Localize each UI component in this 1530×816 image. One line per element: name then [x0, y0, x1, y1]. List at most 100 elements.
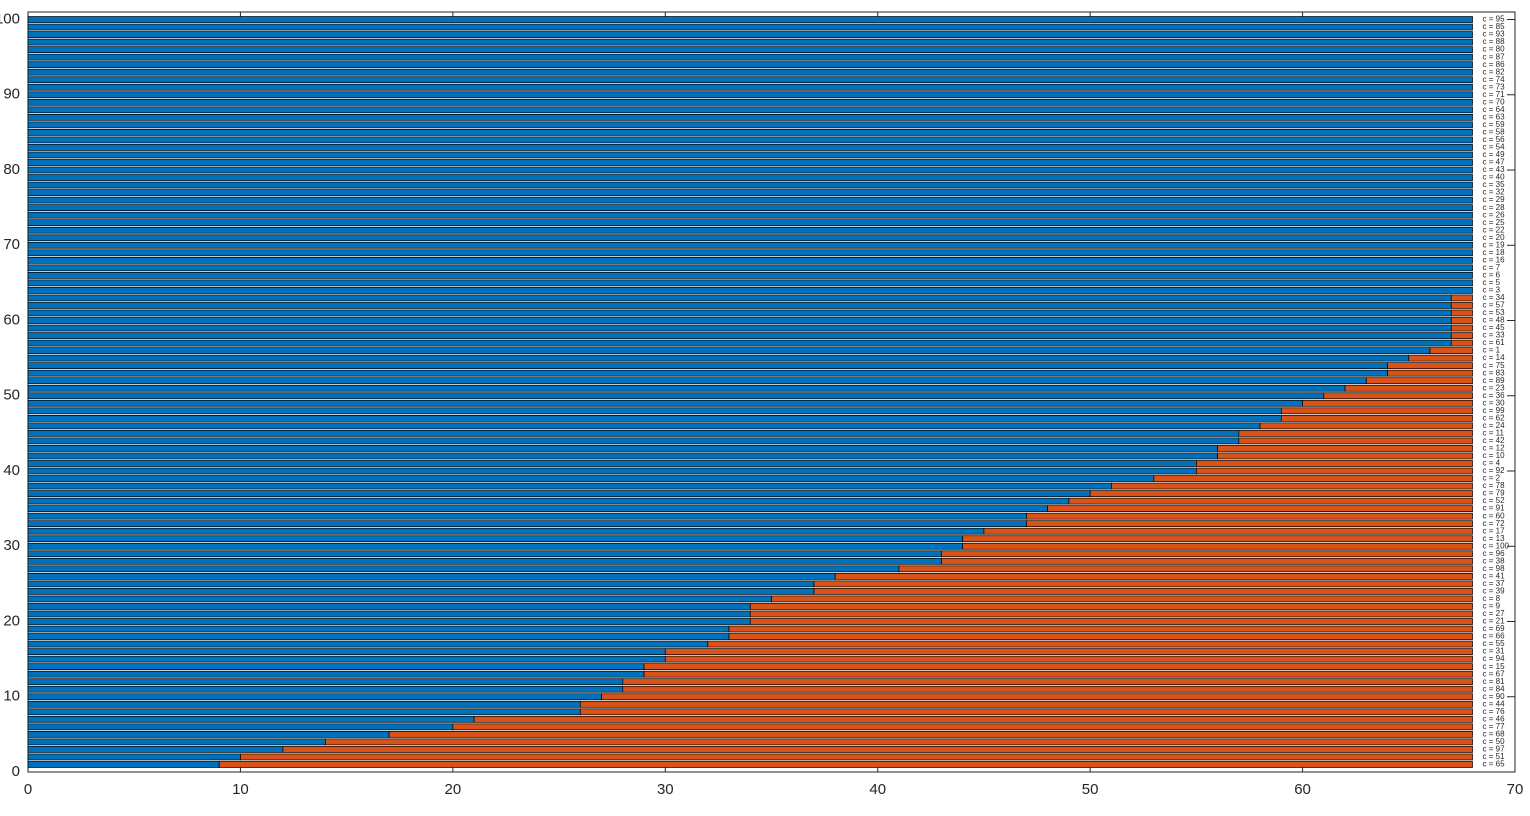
bar-segment: [27, 414, 1282, 422]
bar-segment: [27, 339, 1452, 347]
bar-segment: [579, 700, 1473, 708]
bar-segment: [27, 422, 1261, 430]
bar-segment: [27, 640, 709, 648]
bar-segment: [1323, 392, 1473, 400]
bar-segment: [27, 234, 1473, 242]
bar-label: c = 52: [1483, 496, 1506, 505]
x-tick-label: 50: [1082, 781, 1099, 798]
bar-label: c = 35: [1483, 180, 1506, 189]
bar-segment: [1153, 475, 1473, 482]
bar-segment: [27, 249, 1473, 257]
bar-segment: [27, 98, 1473, 106]
bar-segment: [27, 693, 602, 701]
bar-label: c = 19: [1483, 240, 1506, 249]
bar-segment: [27, 256, 1473, 264]
bar-segment: [27, 708, 581, 716]
bar-segment: [27, 174, 1473, 181]
bar-label: c = 89: [1483, 376, 1506, 385]
bar-label: c = 8: [1483, 594, 1501, 603]
bar-segment: [1026, 512, 1473, 520]
bar-segment: [27, 580, 815, 588]
bar-segment: [1344, 384, 1473, 392]
bar-label: c = 61: [1483, 338, 1506, 347]
bar-label: c = 16: [1483, 255, 1506, 264]
bar-label: c = 94: [1483, 654, 1506, 663]
bar-segment: [27, 588, 815, 595]
bar-label: c = 79: [1483, 489, 1506, 498]
bar-segment: [218, 761, 1473, 768]
bar-label: c = 74: [1483, 75, 1506, 84]
bar-segment: [813, 580, 1473, 588]
bar-segment: [898, 565, 1473, 573]
bar-segment: [27, 16, 1473, 23]
bar-label: c = 88: [1483, 37, 1506, 46]
x-tick-label: 20: [445, 781, 462, 798]
bar-label: c = 73: [1483, 82, 1506, 91]
bar-segment: [749, 618, 1473, 625]
y-tick-label: 40: [3, 462, 20, 479]
x-tick-label: 0: [24, 781, 32, 798]
bar-segment: [27, 610, 751, 618]
bar-label: c = 91: [1483, 504, 1506, 513]
x-tick-label: 30: [657, 781, 674, 798]
bar-segment: [282, 746, 1473, 753]
bar-segment: [27, 753, 241, 761]
y-tick-label: 80: [3, 161, 20, 178]
bar-label: c = 62: [1483, 413, 1506, 422]
bar-label: c = 25: [1483, 218, 1506, 227]
bar-segment: [1450, 302, 1473, 309]
bar-segment: [1302, 399, 1473, 407]
bar-segment: [1280, 407, 1473, 415]
y-tick-label: 50: [3, 387, 20, 404]
bar-segment: [27, 113, 1473, 121]
bar-segment: [27, 377, 1367, 385]
y-tick-label: 100: [0, 10, 20, 27]
bar-segment: [1387, 369, 1473, 377]
bar-label: c = 6: [1483, 270, 1501, 279]
bar-label: c = 11: [1483, 428, 1505, 437]
bar-label: c = 80: [1483, 45, 1506, 54]
bar-label: c = 4: [1483, 459, 1501, 468]
bar-label: c = 72: [1483, 519, 1506, 528]
bar-segment: [27, 272, 1473, 279]
bar-segment: [1450, 332, 1473, 339]
bar-label: c = 90: [1483, 692, 1506, 701]
bar-segment: [27, 452, 1218, 460]
bar-label: c = 53: [1483, 308, 1506, 317]
bar-segment: [27, 287, 1473, 294]
bar-label: c = 65: [1483, 760, 1506, 769]
bar-segment: [1217, 445, 1473, 452]
bar-segment: [27, 430, 1240, 437]
bar-segment: [325, 738, 1473, 746]
bar-segment: [771, 595, 1473, 603]
bar-segment: [749, 603, 1473, 610]
bar-label: c = 46: [1483, 714, 1506, 723]
bar-label: c = 100: [1483, 541, 1510, 550]
bar-segment: [27, 324, 1452, 332]
bar-segment: [1111, 482, 1473, 490]
bar-segment: [27, 490, 1091, 497]
bar-label: c = 48: [1483, 316, 1506, 325]
bar-segment: [27, 618, 751, 625]
bar-segment: [1450, 294, 1473, 302]
bar-segment: [27, 204, 1473, 212]
bar-segment: [27, 482, 1112, 490]
bar-label: c = 51: [1483, 752, 1506, 761]
bar-segment: [27, 535, 964, 543]
bar-label: c = 56: [1483, 135, 1506, 144]
bar-label: c = 22: [1483, 225, 1506, 234]
bar-label: c = 24: [1483, 421, 1506, 430]
bar-segment: [27, 354, 1410, 362]
bar-segment: [27, 633, 730, 640]
bar-segment: [941, 550, 1473, 558]
bar-segment: [27, 129, 1473, 136]
bar-label: c = 45: [1483, 323, 1506, 332]
bar-segment: [1217, 452, 1473, 460]
bar-label: c = 41: [1483, 571, 1506, 580]
bar-segment: [27, 121, 1473, 129]
bar-segment: [27, 505, 1049, 512]
bar-label: c = 87: [1483, 52, 1506, 61]
x-tick-label: 60: [1294, 781, 1311, 798]
bar-segment: [27, 196, 1473, 204]
